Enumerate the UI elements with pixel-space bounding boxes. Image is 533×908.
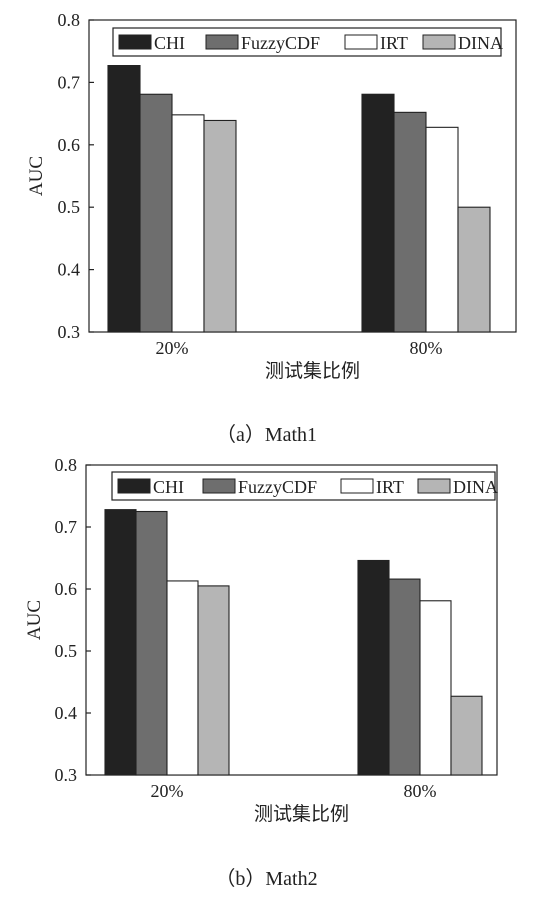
chart-math1: 0.3 0.4 0.5 0.6 0.7 0.8 AUC 20% 80% 测试集比例 CHI Fuzzy… — [26, 10, 517, 382]
math1-y-tick-label: 0.8 — [58, 10, 81, 30]
math2-legend-label-dina: DINA — [453, 477, 498, 497]
math1-x-tick-label: 80% — [410, 338, 443, 358]
math2-bar-irt-1 — [166, 580, 199, 776]
math1-bar-irt-1 — [171, 114, 205, 333]
math1-bar-fuzzycdf-1 — [139, 93, 173, 333]
math1-bar-chi-2 — [361, 93, 395, 333]
math2-legend-label-fuzzycdf: FuzzyCDF — [238, 477, 317, 497]
caption-math1: （a）Math1 — [215, 424, 318, 446]
math1-y-tick-label: 0.4 — [58, 260, 81, 280]
math1-legend-swatch-fuzzycdf — [205, 34, 239, 50]
math2-x-axis-label: 测试集比例 — [254, 803, 349, 825]
math1-bar-dina-1 — [203, 119, 237, 333]
math2-bar-dina-2 — [450, 695, 483, 776]
math1-x-axis-label: 测试集比例 — [265, 360, 360, 382]
math1-bar-chi-1 — [107, 65, 141, 333]
math2-bar-fuzzycdf-1 — [135, 510, 168, 776]
math1-bar-fuzzycdf-2 — [393, 111, 427, 333]
math2-legend-label-irt: IRT — [376, 477, 404, 497]
math1-y-tick-label: 0.5 — [58, 197, 81, 217]
math1-y-axis-label: AUC — [26, 156, 47, 196]
math2-bar-irt-2 — [419, 600, 452, 776]
math2-bar-dina-1 — [197, 585, 230, 776]
math1-legend-swatch-chi — [118, 34, 152, 50]
math2-y-axis-label: AUC — [24, 600, 45, 640]
math2-legend-label-chi: CHI — [153, 477, 184, 497]
math1-legend-swatch-irt — [344, 34, 378, 50]
chart-math2: 0.3 0.4 0.5 0.6 0.7 0.8 AUC 20% 80% 测试集比例 CHI Fuzzy… — [24, 455, 498, 825]
math1-legend-swatch-dina — [422, 34, 456, 50]
math2-legend-swatch-irt — [340, 478, 374, 494]
math2-plot-frame — [85, 464, 498, 776]
math2-bar-chi-2 — [357, 559, 390, 776]
math2-y-tick-label: 0.5 — [55, 641, 78, 661]
math2-legend-swatch-dina — [417, 478, 451, 494]
math1-y-tick-label: 0.3 — [58, 322, 81, 342]
math1-legend-label-irt: IRT — [380, 33, 408, 53]
math2-legend-swatch-fuzzycdf — [202, 478, 236, 494]
math1-y-tick-label: 0.7 — [58, 72, 81, 92]
math1-legend-label-dina: DINA — [458, 33, 503, 53]
math1-legend-label-chi: CHI — [154, 33, 185, 53]
math1-bar-dina-2 — [457, 206, 491, 333]
math2-y-tick-label: 0.4 — [55, 703, 78, 723]
math2-y-tick-label: 0.8 — [55, 455, 78, 475]
math1-bar-irt-2 — [425, 126, 459, 333]
math2-y-tick-label: 0.3 — [55, 765, 78, 785]
math1-y-tick-label: 0.6 — [58, 135, 81, 155]
math2-legend-swatch-chi — [117, 478, 151, 494]
math2-x-tick-label: 80% — [404, 781, 437, 801]
caption-math2: （b）Math2 — [215, 868, 318, 890]
math2-bar-fuzzycdf-2 — [388, 578, 421, 776]
math2-bar-chi-1 — [104, 509, 137, 776]
math1-plot-frame — [88, 19, 517, 333]
math1-x-tick-label: 20% — [156, 338, 189, 358]
math2-x-tick-label: 20% — [151, 781, 184, 801]
math1-legend-label-fuzzycdf: FuzzyCDF — [241, 33, 320, 53]
math2-y-tick-label: 0.6 — [55, 579, 78, 599]
math2-y-tick-label: 0.7 — [55, 517, 78, 537]
